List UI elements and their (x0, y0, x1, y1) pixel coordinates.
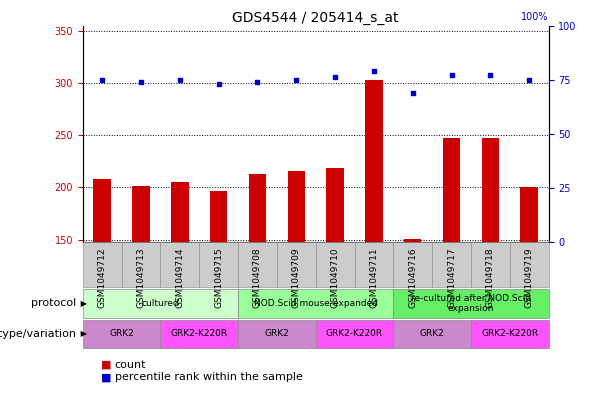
Point (214, 81, 224, 87)
Text: 100%: 100% (521, 12, 549, 22)
Bar (404, 239, 422, 242)
Title: GDS4544 / 205414_s_at: GDS4544 / 205414_s_at (232, 11, 399, 24)
Text: GSM1049708: GSM1049708 (253, 247, 262, 308)
Point (291, 76, 301, 83)
Bar (171, 182, 189, 242)
Point (485, 72, 495, 78)
Text: cultured: cultured (142, 299, 179, 308)
Text: GSM1049710: GSM1049710 (330, 247, 340, 308)
Text: ▶: ▶ (78, 299, 87, 308)
Bar (365, 80, 383, 242)
Bar (249, 174, 266, 242)
Text: GSM1049715: GSM1049715 (214, 247, 223, 308)
Bar (326, 167, 344, 242)
Text: GSM1049711: GSM1049711 (370, 247, 378, 308)
Point (97, 76, 107, 83)
Text: protocol: protocol (31, 298, 77, 309)
Text: GRK2-K220R: GRK2-K220R (481, 329, 538, 338)
Text: percentile rank within the sample: percentile rank within the sample (115, 372, 302, 382)
Text: NOD.Scid mouse-expanded: NOD.Scid mouse-expanded (254, 299, 378, 308)
Text: GSM1049713: GSM1049713 (137, 247, 145, 308)
Text: GSM1049709: GSM1049709 (292, 247, 301, 308)
Bar (93, 179, 111, 242)
Point (175, 76, 185, 83)
Point (524, 76, 534, 83)
Text: GSM1049714: GSM1049714 (175, 247, 185, 308)
Text: GRK2-K220R: GRK2-K220R (170, 329, 228, 338)
Bar (443, 138, 460, 242)
Point (330, 74, 340, 81)
Text: ■: ■ (101, 372, 112, 382)
Point (369, 68, 379, 74)
Text: GSM1049717: GSM1049717 (447, 247, 456, 308)
Point (136, 79, 146, 85)
Text: ■: ■ (101, 360, 112, 370)
Bar (287, 171, 305, 242)
Text: count: count (115, 360, 146, 370)
Text: GRK2: GRK2 (264, 329, 289, 338)
Text: GSM1049716: GSM1049716 (408, 247, 417, 308)
Bar (520, 187, 538, 242)
Point (253, 79, 262, 85)
Bar (210, 191, 227, 242)
Text: GRK2-K220R: GRK2-K220R (326, 329, 383, 338)
Text: GRK2: GRK2 (420, 329, 444, 338)
Text: re-cultured after NOD.Scid
expansion: re-cultured after NOD.Scid expansion (411, 294, 531, 313)
Bar (132, 186, 150, 242)
Text: GSM1049718: GSM1049718 (486, 247, 495, 308)
Bar (482, 138, 499, 242)
Text: GRK2: GRK2 (109, 329, 134, 338)
Text: GSM1049712: GSM1049712 (97, 247, 107, 308)
Text: genotype/variation: genotype/variation (0, 329, 77, 339)
Point (447, 72, 457, 78)
Point (408, 89, 417, 95)
Text: GSM1049719: GSM1049719 (525, 247, 534, 308)
Text: ▶: ▶ (78, 329, 87, 338)
